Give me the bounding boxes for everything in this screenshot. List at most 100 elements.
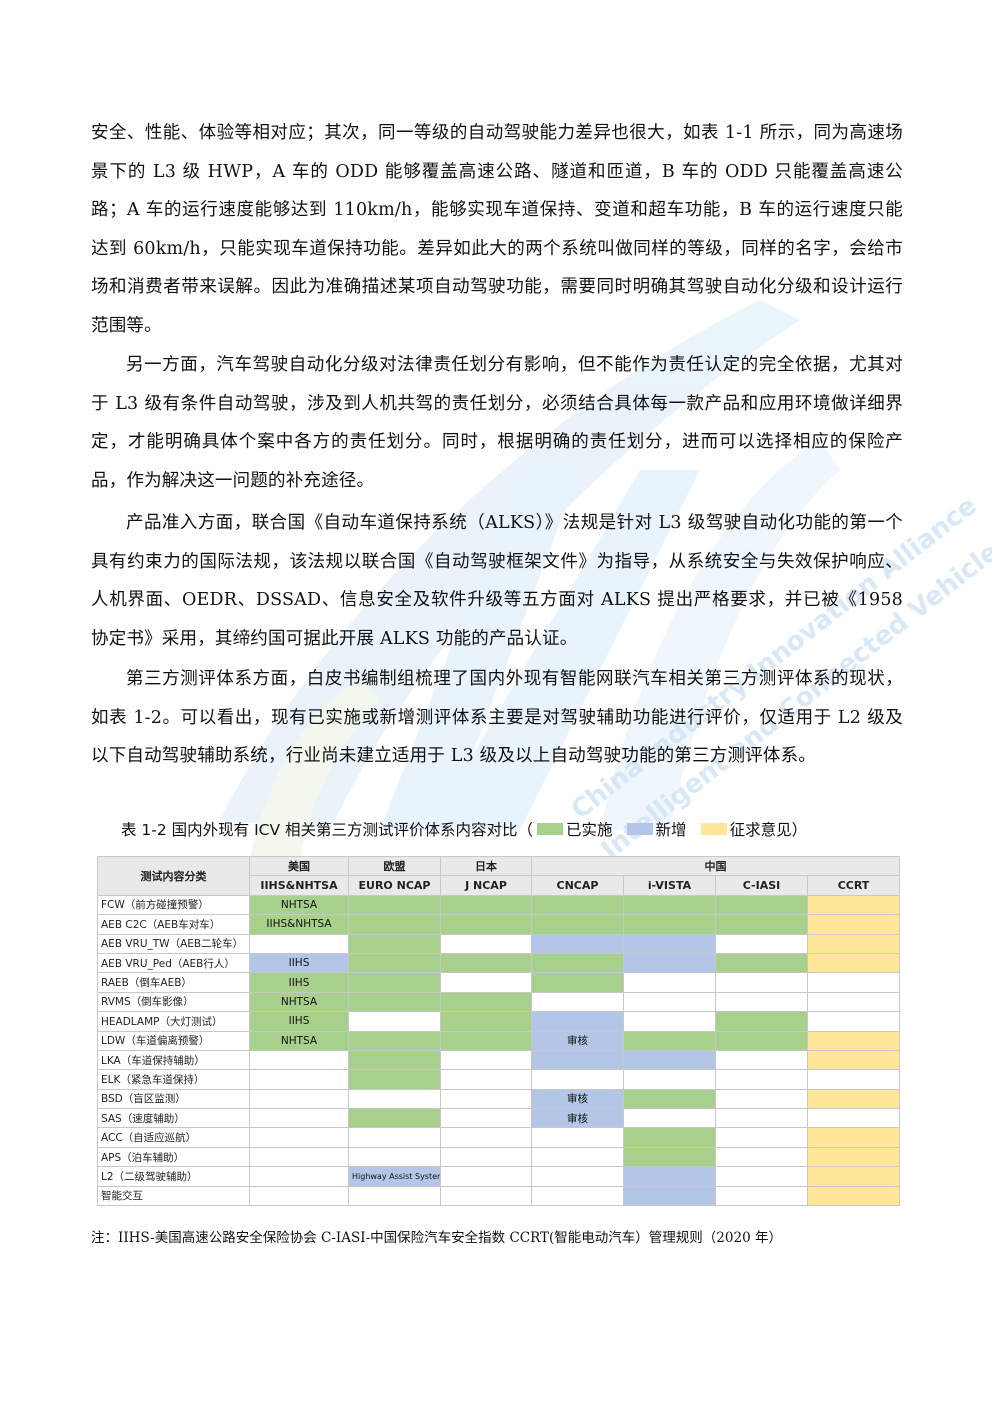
row-label: ACC（自适应巡航） [97,1127,250,1148]
status-cell [623,1069,716,1090]
program-header: J NCAP [440,875,532,896]
status-cell [623,1049,716,1071]
status-cell [348,1011,441,1032]
status-cell [531,972,624,993]
legend-swatch-consultation [700,823,727,835]
table-row: APS（泊车辅助） [97,1146,900,1168]
status-cell [249,933,349,954]
status-cell [715,894,808,916]
paragraph-2: 另一方面，汽车驾驶自动化分级对法律责任划分有影响，但不能作为责任认定的完全依据，… [91,355,903,491]
status-cell: 审核 [531,1088,624,1110]
status-cell [249,1146,349,1168]
region-header: 美国 [249,855,349,877]
status-cell: IIHS [249,1011,349,1032]
status-cell [249,1127,349,1148]
status-cell: 审核 [531,1030,624,1051]
status-cell [807,972,900,993]
status-cell [440,914,532,935]
status-cell [715,1088,808,1110]
status-cell [715,1011,808,1032]
status-cell [807,1185,900,1207]
table-row: LKA（车道保持辅助） [97,1049,900,1071]
status-cell [348,894,441,916]
status-cell [531,1069,624,1090]
status-cell [623,894,716,916]
status-cell [249,1166,349,1187]
row-label: RVMS（倒车影像） [97,991,250,1013]
status-cell [348,972,441,993]
table-row: ACC（自适应巡航） [97,1127,900,1148]
region-header: 日本 [440,855,532,877]
status-cell: NHTSA [249,1030,349,1051]
status-cell [249,1069,349,1090]
status-cell [807,1108,900,1129]
status-cell [249,1049,349,1071]
status-cell [715,914,808,935]
status-cell [623,1088,716,1110]
status-cell [249,1108,349,1129]
program-header: C-IASI [715,875,808,896]
comparison-table: 测试内容分类 美国 欧盟 日本 中国 IIHS&NHTSA EURO NCAP … [97,855,900,1207]
table-row: AEB VRU_TW（AEB二轮车） [97,933,900,954]
legend-swatch-implemented [537,823,564,835]
status-cell [623,991,716,1013]
status-cell [531,1166,624,1187]
status-cell [715,1166,808,1187]
program-header: CCRT [807,875,900,896]
status-cell: Highway Assist Systems [348,1166,441,1187]
paragraph-1: 安全、性能、体验等相对应；其次，同一等级的自动驾驶能力差异也很大，如表 1-1 … [91,123,903,336]
status-cell [348,1185,441,1207]
table-row: RAEB（倒车AEB） IIHS [97,972,900,993]
status-cell [440,1011,532,1032]
row-label: LDW（车道偏离预警） [97,1030,250,1051]
status-cell [807,991,900,1013]
status-cell [623,1127,716,1148]
status-cell [807,1088,900,1110]
status-cell [440,1030,532,1051]
row-label: APS（泊车辅助） [97,1146,250,1168]
status-cell [623,1108,716,1129]
status-cell: IIHS&NHTSA [249,914,349,935]
status-cell [348,952,441,974]
status-cell [715,991,808,1013]
region-header: 中国 [531,855,900,877]
program-header: CNCAP [531,875,624,896]
legend-swatch-new [626,823,653,835]
status-cell [715,972,808,993]
table-row: 智能交互 [97,1185,900,1207]
status-cell [348,1127,441,1148]
table-row: FCW（前方碰撞预警） NHTSA [97,894,900,916]
row-label: AEB VRU_Ped（AEB行人） [97,952,250,974]
status-cell [623,1185,716,1207]
status-cell [807,1146,900,1168]
row-label: AEB C2C（AEB车对车） [97,914,250,935]
status-cell [348,1069,441,1090]
caption-text: 表 1-2 国内外现有 ICV 相关第三方测试评价体系内容对比（ [121,821,534,839]
status-cell: NHTSA [249,894,349,916]
status-cell [440,1146,532,1168]
status-cell [348,1088,441,1110]
status-cell [440,1049,532,1071]
status-cell: IIHS [249,972,349,993]
status-cell [623,1030,716,1051]
status-cell [440,1069,532,1090]
status-cell [440,933,532,954]
paragraph-3: 产品准入方面，联合国《自动车道保持系统（ALKS）》法规是针对 L3 级驾驶自动… [91,513,903,649]
status-cell [531,894,624,916]
status-cell [531,1049,624,1071]
row-label: L2（二级驾驶辅助） [97,1166,250,1187]
table-row: L2（二级驾驶辅助） Highway Assist Systems [97,1166,900,1187]
status-cell [807,1049,900,1071]
status-cell [623,952,716,974]
status-cell [440,894,532,916]
status-cell [807,1011,900,1032]
program-header: EURO NCAP [348,875,441,896]
status-cell [807,952,900,974]
legend-label-new: 新增 [655,821,687,839]
status-cell [531,1011,624,1032]
status-cell [348,1030,441,1051]
row-label: 智能交互 [97,1185,250,1207]
status-cell [715,1049,808,1071]
status-cell: IIHS [249,952,349,974]
row-label: BSD（盲区监测） [97,1088,250,1110]
